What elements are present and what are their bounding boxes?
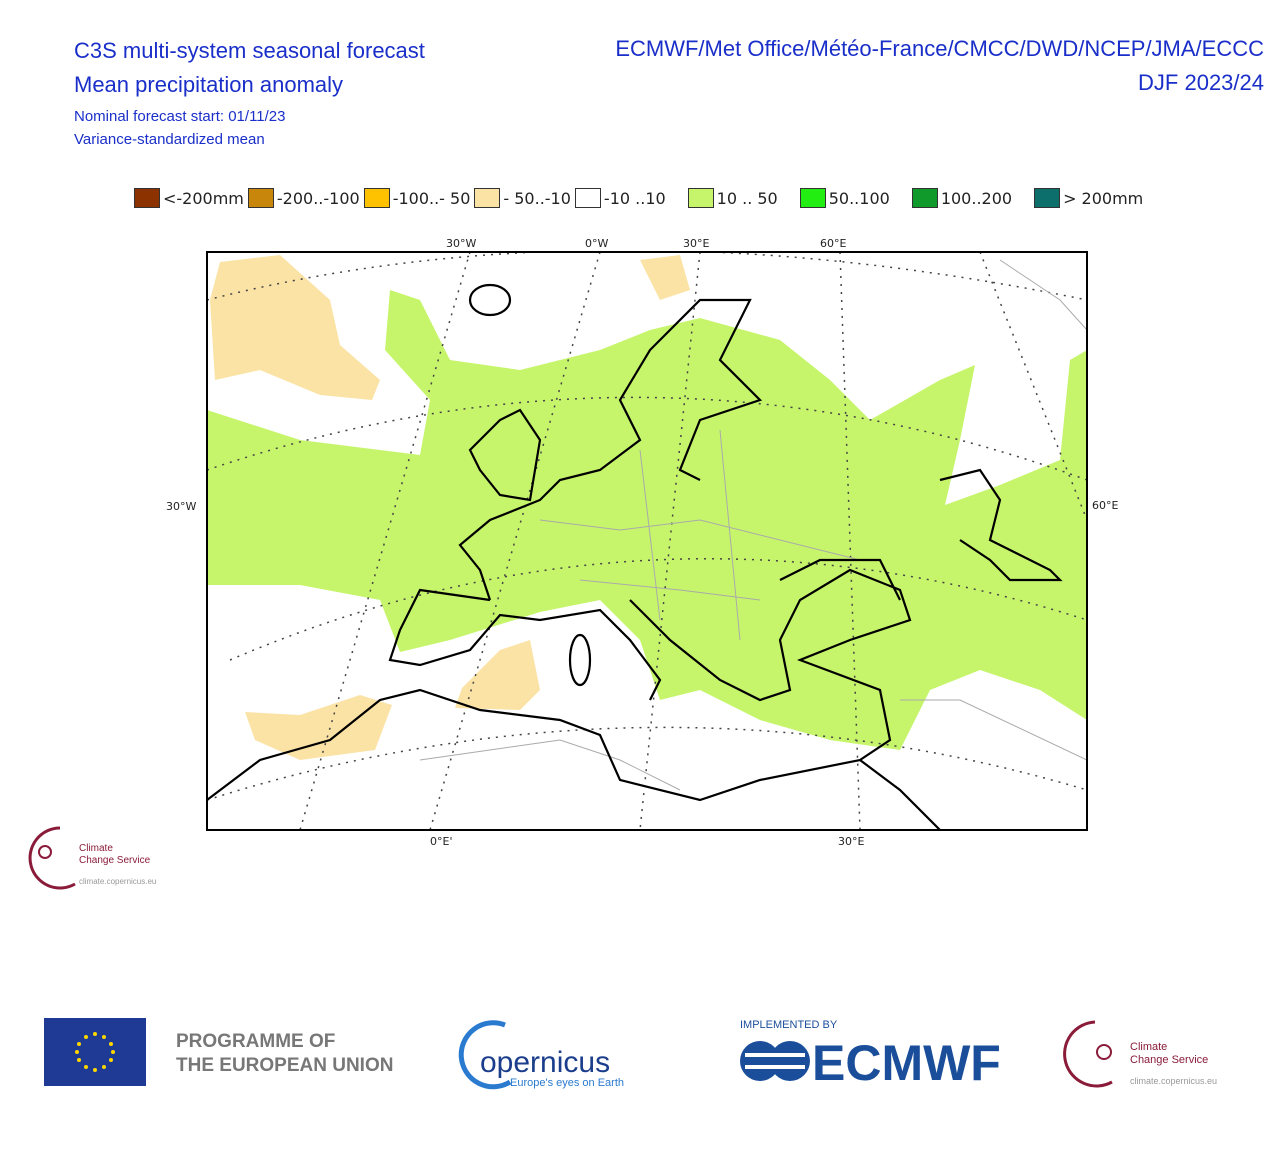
ecmwf-symbol [740, 1041, 810, 1081]
logo-text: Climate [79, 843, 113, 854]
anomaly-area [640, 255, 690, 300]
legend-label: 10 .. 50 [716, 188, 778, 208]
lon-label: 30°E [838, 835, 865, 848]
legend-label: -10 ..10 [603, 188, 666, 208]
legend-item: -10 ..10 [574, 188, 666, 208]
logo-url: climate.copernicus.eu [1130, 1076, 1217, 1086]
lon-label: 0°E' [430, 835, 453, 848]
map [207, 252, 1087, 830]
legend-swatch [1034, 188, 1061, 208]
legend-label: - 50..-10 [503, 188, 571, 208]
legend-label: > 200mm [1063, 188, 1144, 208]
subtitle: Mean precipitation anomaly [74, 72, 344, 97]
graticule [207, 252, 1087, 830]
lon-label: 30°E [683, 237, 710, 250]
eu-flag [44, 1018, 146, 1086]
programme-text: THE EUROPEAN UNION [176, 1055, 393, 1076]
legend-swatch [911, 188, 938, 208]
legend-item: 100..200 [911, 188, 1013, 208]
legend-swatch [687, 188, 714, 208]
footer: PROGRAMME OF THE EUROPEAN UNION opernicu… [44, 1018, 1217, 1091]
eu-stars [75, 1032, 115, 1072]
map-frame [206, 251, 1088, 831]
logo-text: Change Service [1130, 1054, 1208, 1066]
legend-swatch [363, 188, 390, 208]
legend-label: <-200mm [163, 188, 244, 208]
legend-item: > 200mm [1034, 188, 1143, 208]
ecmwf-symbol-lines [745, 1053, 805, 1069]
logo-text: Climate [1130, 1041, 1167, 1053]
lon-label: 60°E [820, 237, 847, 250]
programme-text: PROGRAMME OF [176, 1031, 335, 1052]
anomaly-area [210, 255, 380, 400]
lon-label: 30°W [446, 237, 477, 250]
centres: ECMWF/Met Office/Météo-France/CMCC/DWD/N… [615, 36, 1264, 61]
legend-item: 10 .. 50 [687, 188, 778, 208]
forecast-start: Nominal forecast start: 01/11/23 [74, 108, 286, 125]
small-logo: Climate Change Service climate.copernicu… [28, 826, 156, 890]
implemented-by: IMPLEMENTED BY [740, 1019, 838, 1031]
legend-label: -200..-100 [276, 188, 360, 208]
borders [419, 259, 1087, 791]
legend-swatch [134, 188, 160, 208]
logo-text: Change Service [79, 855, 151, 866]
lat-label: 60°E [1092, 499, 1119, 512]
legend-item: -200..-100 [247, 188, 360, 208]
title: C3S multi-system seasonal forecast [74, 38, 425, 63]
legend-label: -100..- 50 [392, 188, 471, 208]
logo-url: climate.copernicus.eu [79, 877, 156, 886]
legend-item: -100..- 50 [363, 188, 471, 208]
anomaly-area [245, 695, 392, 760]
legend-swatch [474, 188, 501, 208]
lon-label: 0°W [585, 237, 609, 250]
legend-label: 100..200 [940, 188, 1013, 208]
copernicus-tagline: Europe's eyes on Earth [510, 1077, 624, 1089]
copernicus-text: opernicus [480, 1046, 610, 1079]
legend-item: 50..100 [799, 188, 890, 208]
method: Variance-standardized mean [74, 131, 265, 148]
ecmwf-text: ECMWF [812, 1035, 1001, 1091]
legend: <-200mm -200..-100 -100..- 50 - 50..-10 -10 … [134, 188, 1165, 208]
legend-label: 50..100 [828, 188, 890, 208]
legend-swatch [247, 188, 274, 208]
lat-label: 30°W [166, 500, 197, 513]
legend-swatch [574, 188, 601, 208]
anomaly-area [455, 640, 540, 710]
coastline [207, 283, 1063, 830]
legend-swatch [799, 188, 826, 208]
legend-item: <-200mm [134, 188, 244, 208]
legend-item: - 50..-10 [474, 188, 571, 208]
period: DJF 2023/24 [1138, 70, 1264, 95]
